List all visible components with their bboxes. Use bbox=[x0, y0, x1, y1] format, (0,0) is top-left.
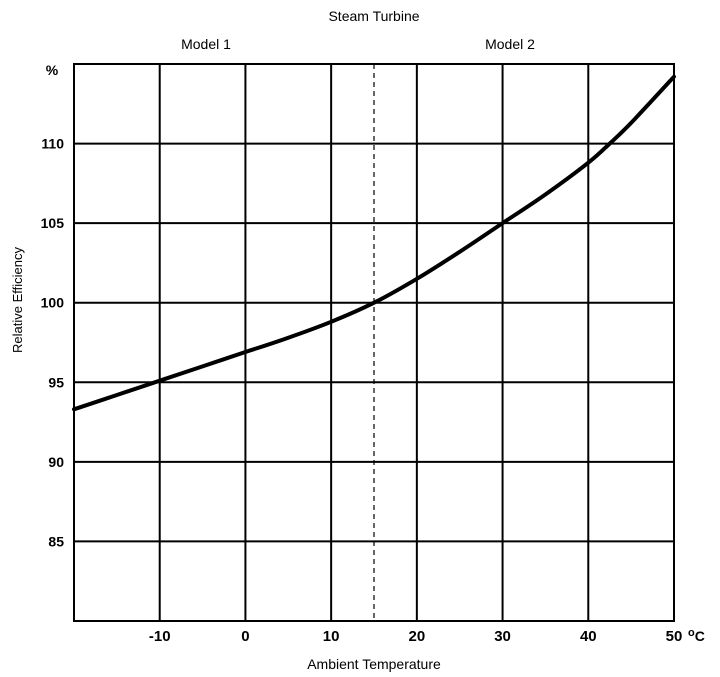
x-axis-label: Ambient Temperature bbox=[307, 656, 441, 672]
y-tick-label: 105 bbox=[41, 215, 65, 231]
x-tick-label: 0 bbox=[241, 628, 249, 645]
x-tick-label: -10 bbox=[149, 628, 171, 645]
tick-labels: -10 0 10 20 30 40 50 85 90 95 100 105 110 bbox=[41, 136, 683, 645]
x-tick-label: 20 bbox=[409, 628, 426, 645]
y-tick-label: 110 bbox=[41, 136, 64, 152]
efficiency-curve bbox=[72, 74, 676, 412]
y-tick-label: 85 bbox=[48, 533, 64, 549]
region-label-model-2: Model 2 bbox=[485, 36, 535, 52]
y-axis-label: Relative Efficiency bbox=[10, 247, 25, 353]
region-label-model-1: Model 1 bbox=[181, 36, 231, 52]
x-axis-unit: oC bbox=[688, 627, 705, 644]
x-tick-label: 40 bbox=[580, 628, 597, 645]
x-tick-label: 30 bbox=[494, 628, 511, 645]
grid bbox=[73, 63, 675, 622]
y-axis-unit: % bbox=[46, 62, 59, 78]
y-tick-label: 90 bbox=[48, 454, 64, 470]
x-tick-label: 10 bbox=[323, 628, 340, 645]
y-tick-label: 100 bbox=[41, 295, 65, 311]
chart-title: Steam Turbine bbox=[328, 8, 419, 24]
x-tick-label: 50 bbox=[666, 628, 683, 645]
y-tick-label: 95 bbox=[48, 374, 64, 390]
